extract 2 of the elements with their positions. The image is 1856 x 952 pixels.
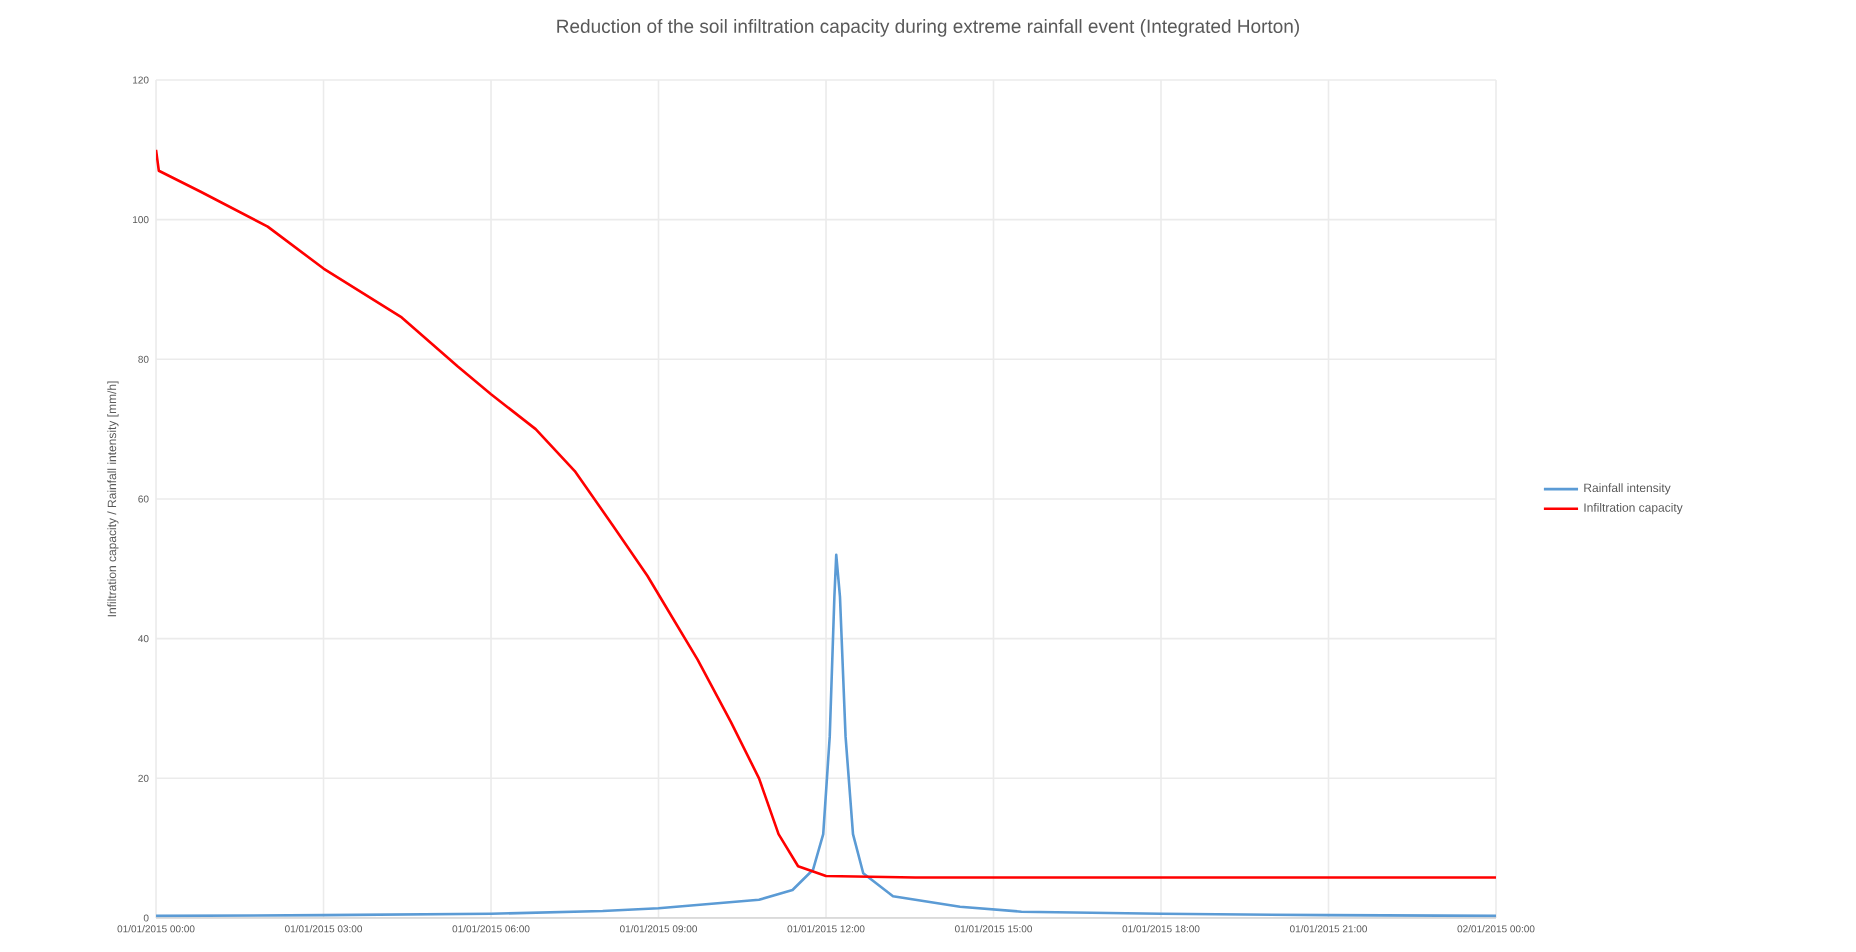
chart-title: Reduction of the soil infiltration capacity during extreme rainfall event (Integrated Horton)	[557, 19, 1299, 37]
line-series	[156, 553, 1497, 918]
